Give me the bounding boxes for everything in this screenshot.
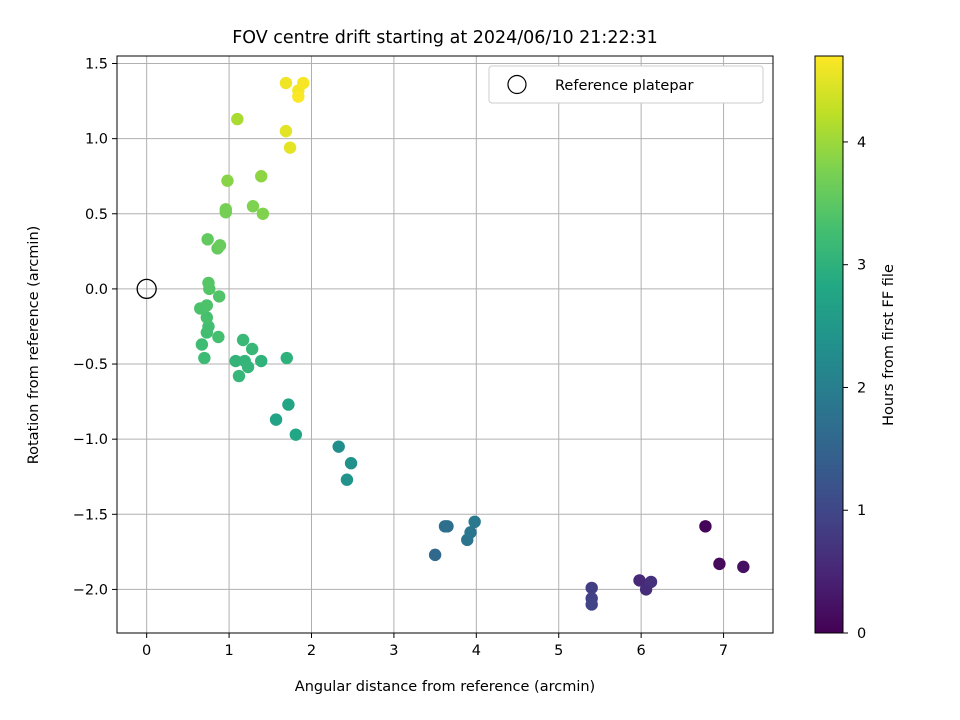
data-point (289, 428, 303, 441)
colorbar-tick-label: 2 (857, 380, 866, 396)
data-point (332, 440, 345, 453)
x-tick-label: 7 (719, 643, 728, 659)
data-point (255, 170, 268, 183)
x-axis-label: Angular distance from reference (arcmin) (295, 679, 595, 695)
x-tick-label: 4 (472, 643, 481, 659)
x-axis-ticks: 0 1 2 3 4 5 6 7 (142, 633, 728, 659)
data-point (195, 338, 209, 351)
colorbar-tick-label: 3 (857, 258, 866, 274)
x-tick-label: 1 (224, 643, 233, 659)
x-tick-label: 0 (142, 643, 151, 659)
data-point (201, 233, 214, 246)
y-tick-label: −2.0 (73, 582, 108, 598)
data-point (468, 515, 481, 529)
data-point (441, 520, 454, 533)
data-point (585, 598, 598, 611)
legend: Reference platepar (488, 65, 764, 104)
data-point (256, 207, 270, 220)
data-point (699, 520, 712, 533)
data-point (212, 330, 225, 344)
data-point (344, 457, 358, 470)
reference-point-marker (136, 278, 157, 300)
data-point (644, 575, 658, 589)
reference-marker-group (136, 278, 157, 300)
y-tick-label: 0.5 (85, 207, 108, 223)
data-point (245, 342, 259, 356)
data-point (297, 76, 310, 90)
data-point (282, 398, 295, 411)
data-point (212, 290, 226, 303)
legend-reference-marker (507, 74, 527, 95)
y-tick-label: −1.5 (73, 507, 108, 523)
data-points (194, 76, 750, 611)
data-point (200, 299, 214, 312)
data-point (279, 76, 293, 90)
y-tick-label: −0.5 (73, 357, 108, 373)
data-point (219, 203, 232, 216)
data-point (464, 526, 477, 539)
data-point (633, 574, 646, 587)
data-point (200, 311, 214, 324)
y-tick-label: 1.0 (85, 132, 108, 148)
y-tick-label: 0.0 (85, 282, 108, 298)
data-point (340, 473, 354, 486)
y-tick-label: 1.5 (85, 57, 108, 73)
x-tick-label: 6 (637, 643, 646, 659)
legend-entry-reference-platepar: Reference platepar (555, 78, 693, 94)
data-point (236, 333, 250, 347)
y-axis-ticks: −2.0 −1.5 −1.0 −0.5 0.0 0.5 1.0 1.5 (73, 57, 117, 598)
x-tick-label: 2 (307, 643, 316, 659)
x-tick-label: 5 (554, 643, 563, 659)
data-point (221, 174, 234, 187)
legend-box (488, 65, 764, 104)
data-point (280, 351, 293, 365)
colorbar-tick-label: 0 (857, 626, 866, 642)
data-point (255, 354, 268, 368)
data-point (269, 413, 283, 426)
data-point (241, 360, 255, 374)
data-point (713, 557, 726, 571)
colorbar-ticks: 0 1 2 3 4 (843, 135, 866, 642)
data-point (292, 90, 305, 103)
y-axis-label: Rotation from reference (arcmin) (26, 226, 42, 465)
colorbar-gradient (814, 55, 844, 634)
data-point (213, 239, 227, 252)
data-point (283, 141, 297, 154)
x-tick-label: 3 (389, 643, 398, 659)
data-point (428, 548, 442, 562)
data-point (585, 581, 598, 595)
y-tick-label: −1.0 (73, 432, 108, 448)
data-point (198, 351, 211, 365)
plot-frame (116, 55, 774, 634)
data-point (232, 369, 246, 383)
colorbar: 0 1 2 3 4 Hours from first FF file (814, 55, 897, 642)
grid-lines (117, 56, 773, 633)
data-point (246, 200, 260, 213)
data-point (231, 112, 244, 126)
data-point (202, 276, 215, 290)
data-point (737, 560, 750, 574)
colorbar-tick-label: 1 (857, 503, 866, 519)
chart-title: FOV centre drift starting at 2024/06/10 … (232, 28, 658, 48)
data-point (229, 354, 242, 368)
colorbar-tick-label: 4 (857, 135, 866, 151)
data-point (279, 124, 293, 138)
colorbar-label: Hours from first FF file (881, 264, 897, 426)
